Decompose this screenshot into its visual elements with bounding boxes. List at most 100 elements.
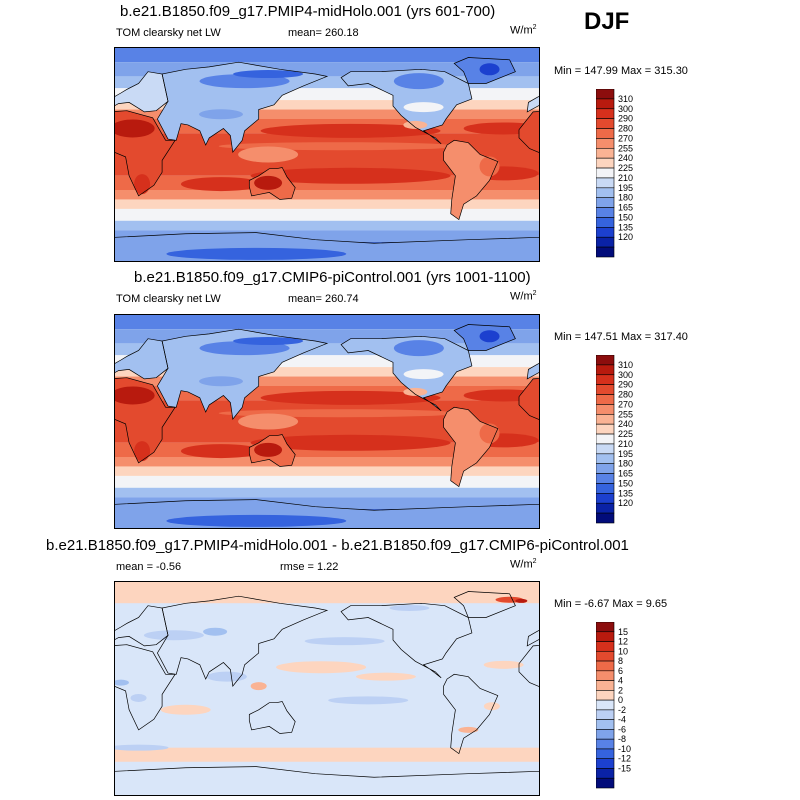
field-blob xyxy=(250,434,451,451)
coastline-greenland xyxy=(453,57,516,84)
colorbar-swatch xyxy=(596,394,615,405)
panel-1-variable: TOM clearsky net LW xyxy=(116,27,221,39)
colorbar-tick-label: 120 xyxy=(618,498,633,508)
colorbar-swatch xyxy=(596,167,615,179)
colorbar-swatch xyxy=(596,217,615,228)
colorbar-swatch xyxy=(596,374,615,385)
field-band xyxy=(115,457,539,467)
colorbar-swatch xyxy=(596,236,615,248)
coastline-namerica xyxy=(340,602,473,679)
field-band xyxy=(115,208,539,221)
field-blob xyxy=(233,337,304,346)
colorbar-swatch xyxy=(596,187,615,199)
colorbar-tick-label: 310 xyxy=(618,360,633,370)
colorbar-swatch xyxy=(596,364,615,376)
coastline-africa-wrap xyxy=(518,111,539,153)
colorbar-swatch xyxy=(596,680,615,691)
panel-3-title: b.e21.B1850.f09_g17.PMIP4-midHolo.001 - … xyxy=(46,537,629,554)
coastline-europe xyxy=(115,338,169,380)
field-band xyxy=(115,466,539,476)
field-blob xyxy=(479,330,500,343)
panel-1-minmax: Min = 147.99 Max = 315.30 xyxy=(554,65,688,77)
colorbar-swatch xyxy=(596,512,615,524)
field-band xyxy=(115,199,539,209)
field-blob xyxy=(134,441,151,462)
colorbar-tick-label: 6 xyxy=(618,666,623,676)
field-band xyxy=(115,190,539,200)
panel-3-map xyxy=(114,581,540,796)
field-blob xyxy=(115,119,155,138)
colorbar-swatch xyxy=(596,631,615,642)
field-blob xyxy=(130,693,147,702)
coastline-asia xyxy=(156,61,329,153)
coastline-samerica xyxy=(443,406,499,488)
colorbar-swatch xyxy=(596,207,615,218)
colorbar-swatch xyxy=(596,413,615,425)
field-blob xyxy=(479,63,500,76)
coastline-antarctica xyxy=(115,766,539,778)
colorbar-swatch xyxy=(596,622,615,633)
colorbar-swatch xyxy=(596,128,615,139)
colorbar-tick-label: 150 xyxy=(618,478,633,488)
field-band xyxy=(115,220,539,231)
panel-2-mean: mean= 260.74 xyxy=(288,293,359,305)
field-band xyxy=(115,487,539,498)
land-asia xyxy=(157,62,327,153)
land-europe xyxy=(115,338,168,379)
colorbar-tick-label: 270 xyxy=(618,133,633,143)
coastline-europe xyxy=(115,71,169,113)
colorbar-swatch xyxy=(596,768,615,779)
colorbar-tick-label: 210 xyxy=(618,173,633,183)
colorbar-tick-label: -12 xyxy=(618,754,631,764)
colorbar-swatch xyxy=(596,748,615,760)
coastline-europe-wrap xyxy=(526,95,539,113)
field-blob xyxy=(403,120,428,129)
colorbar-tick-label: 2 xyxy=(618,685,623,695)
field-band xyxy=(115,582,539,604)
colorbar-tick-label: 310 xyxy=(618,94,633,104)
colorbar-tick-label: 10 xyxy=(618,646,628,656)
colorbar-swatch xyxy=(596,473,615,484)
field-blob xyxy=(134,174,151,195)
field-band xyxy=(115,315,539,330)
colorbar-swatch xyxy=(596,157,615,169)
colorbar-tick-label: 225 xyxy=(618,163,633,173)
colorbar-tick-label: 195 xyxy=(618,449,633,459)
field-band xyxy=(115,230,539,243)
panel-2-colorbar: 3103002902802702552402252101951801651501… xyxy=(596,355,633,524)
field-blob xyxy=(515,598,528,603)
field-blob xyxy=(254,175,283,190)
colorbar-swatch xyxy=(596,502,615,514)
field-blob xyxy=(403,387,428,396)
colorbar-tick-label: 290 xyxy=(618,380,633,390)
panel-2-minmax: Min = 147.51 Max = 317.40 xyxy=(554,331,688,343)
colorbar-swatch xyxy=(596,177,615,189)
coastline-europe-wrap xyxy=(526,629,539,647)
field-blob xyxy=(403,369,444,380)
coastline-australia xyxy=(248,701,296,734)
coastline-samerica xyxy=(443,673,499,755)
field-band xyxy=(115,475,539,488)
panel-3-map-field xyxy=(115,582,539,795)
colorbar-swatch xyxy=(596,699,615,711)
field-band xyxy=(115,376,539,386)
field-band xyxy=(115,343,539,356)
colorbar-swatch xyxy=(596,404,615,415)
field-band xyxy=(115,761,539,795)
colorbar-swatch xyxy=(596,108,615,119)
colorbar-swatch xyxy=(596,443,615,455)
field-band xyxy=(115,109,539,119)
field-blob xyxy=(254,442,283,457)
colorbar-swatch xyxy=(596,729,615,740)
field-blob xyxy=(458,726,479,733)
field-blob xyxy=(115,386,155,405)
field-blob xyxy=(115,679,129,686)
coastline-africa-wrap xyxy=(518,378,539,420)
colorbar-swatch xyxy=(596,98,615,110)
coastline-greenland xyxy=(453,591,516,618)
panel-1-mean: mean= 260.18 xyxy=(288,27,359,39)
field-band xyxy=(115,497,539,510)
field-band xyxy=(115,88,539,101)
colorbar-tick-label: 180 xyxy=(618,193,633,203)
colorbar-swatch xyxy=(596,660,615,672)
